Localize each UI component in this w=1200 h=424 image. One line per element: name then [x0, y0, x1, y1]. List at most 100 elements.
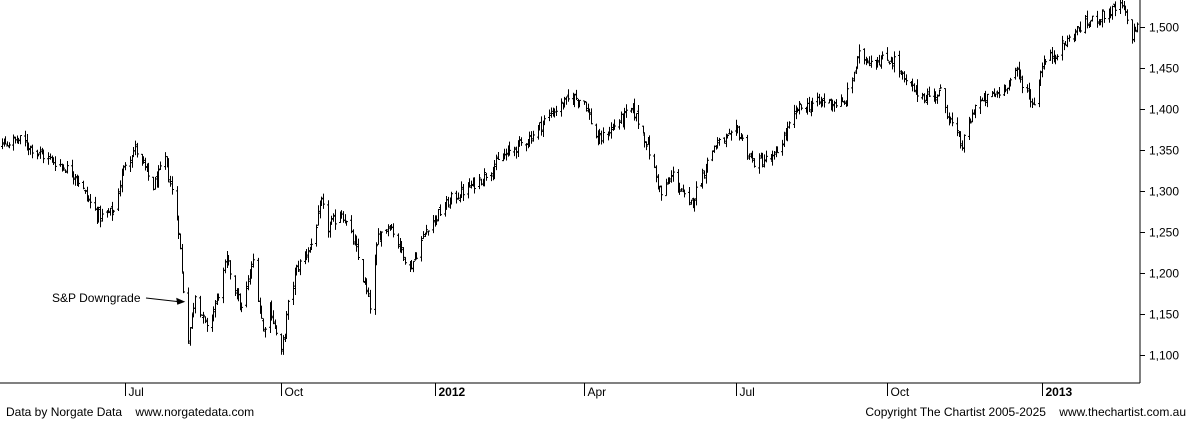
ohlc-bar: [59, 159, 62, 167]
ohlc-bar: [765, 150, 768, 163]
ohlc-bar: [299, 259, 302, 276]
ohlc-bar: [262, 318, 265, 332]
ohlc-bar: [623, 107, 626, 130]
ohlc-bar: [355, 235, 358, 252]
ohlc-bar: [633, 98, 636, 121]
ohlc-bar: [295, 264, 298, 276]
ohlc-bar: [508, 141, 511, 156]
ohlc-bar: [946, 104, 949, 120]
ohlc-bar: [147, 162, 150, 181]
ohlc-bar: [84, 189, 87, 194]
ohlc-bar: [891, 57, 894, 70]
ohlc-bar: [996, 90, 999, 98]
ohlc-bar: [42, 149, 45, 164]
thechartist-link[interactable]: www.thechartist.com.au: [1059, 405, 1186, 419]
ohlc-bar: [1103, 10, 1106, 23]
ohlc-bar: [37, 153, 40, 157]
ohlc-bar: [921, 92, 924, 100]
ohlc-bar: [310, 238, 313, 250]
ohlc-bar: [818, 93, 821, 105]
ohlc-bar: [171, 176, 174, 195]
ohlc-bar: [828, 98, 831, 104]
ohlc-bar: [936, 94, 939, 104]
ohlc-bar: [688, 186, 691, 206]
ohlc-bar: [723, 137, 726, 144]
ohlc-bar: [811, 97, 814, 113]
ohlc-bar: [164, 152, 167, 170]
ohlc-bar: [1068, 34, 1071, 42]
ohlc-bar: [961, 140, 964, 151]
ohlc-bar: [738, 125, 741, 141]
ohlc-bar: [154, 176, 157, 190]
ohlc-bar: [439, 204, 442, 216]
ohlc-bar: [77, 175, 80, 187]
ohlc-bar: [6, 141, 9, 147]
ohlc-bar: [853, 71, 856, 82]
ohlc-bar: [292, 281, 295, 305]
ohlc-bar: [357, 238, 360, 260]
ohlc-bar: [240, 302, 243, 313]
ohlc-bar: [285, 311, 288, 339]
ohlc-bar: [816, 92, 819, 107]
footer-data-credit: Data by Norgate Data www.norgatedata.com: [6, 405, 254, 419]
ohlc-bar: [979, 96, 982, 115]
ohlc-bar: [27, 142, 30, 156]
ohlc-bar: [771, 150, 774, 166]
y-axis-ticks: 1,100 1,150 1,200 1,250 1,300 1,350 1,400 1,450…: [1140, 21, 1179, 363]
ohlc-bar: [575, 89, 578, 101]
sp-downgrade-annotation: S&P Downgrade: [52, 291, 186, 305]
annotation-label: S&P Downgrade: [52, 291, 141, 305]
ohlc-bar: [944, 88, 947, 114]
y-tick-label: 1,450: [1149, 62, 1179, 76]
ohlc-bar: [1076, 26, 1079, 36]
ohlc-bar: [412, 260, 415, 273]
ohlc-bar: [1136, 22, 1139, 33]
ohlc-bar: [550, 107, 553, 118]
ohlc-bar: [595, 123, 598, 139]
norgate-link[interactable]: www.norgatedata.com: [135, 405, 255, 419]
ohlc-bar: [763, 154, 766, 168]
ohlc-bar: [886, 47, 889, 61]
ohlc-bar: [630, 107, 633, 113]
ohlc-bar: [385, 229, 388, 234]
ohlc-bar: [159, 161, 162, 170]
ohlc-bar: [706, 157, 709, 173]
x-tick-label: 2013: [1046, 385, 1073, 399]
ohlc-bar: [29, 145, 32, 155]
ohlc-bar: [683, 190, 686, 198]
ohlc-bar: [82, 180, 85, 190]
ohlc-bar: [1096, 10, 1099, 28]
ohlc-bar: [841, 97, 844, 103]
ohlc-bar: [1111, 5, 1114, 20]
ohlc-bar: [788, 121, 791, 129]
ohlc-bar: [567, 89, 570, 102]
ohlc-bar: [858, 44, 861, 64]
x-tick-label: Oct: [285, 385, 304, 399]
ohlc-bar: [247, 275, 250, 291]
ohlc-bar: [362, 259, 365, 283]
ohlc-bar: [505, 148, 508, 161]
ohlc-bar: [1026, 84, 1029, 93]
ohlc-bar: [598, 128, 601, 145]
annotation-arrow-line: [145, 297, 180, 303]
ohlc-bar: [420, 236, 423, 262]
ohlc-bar: [280, 333, 283, 355]
x-axis-ticks: Jul Oct 2012 Apr Jul Oct 2013: [125, 383, 1073, 399]
ohlc-bar: [513, 146, 516, 157]
ohlc-bar: [600, 130, 603, 145]
ohlc-bar: [956, 117, 959, 137]
ohlc-bar: [986, 93, 989, 108]
ohlc-bar: [846, 82, 849, 107]
ohlc-bar: [1009, 77, 1012, 87]
ohlc-bar: [194, 295, 197, 314]
ohlc-bar: [136, 142, 139, 158]
ohlc-bar: [923, 93, 926, 104]
x-tick-label: Jul: [129, 385, 144, 399]
ohlc-bar: [387, 224, 390, 237]
ohlc-bar: [648, 135, 651, 160]
ohlc-bar: [222, 267, 225, 304]
ohlc-bar: [317, 205, 320, 226]
ohlc-bar: [913, 83, 916, 93]
ohlc-bar: [252, 253, 255, 268]
ohlc-bar: [4, 136, 7, 145]
